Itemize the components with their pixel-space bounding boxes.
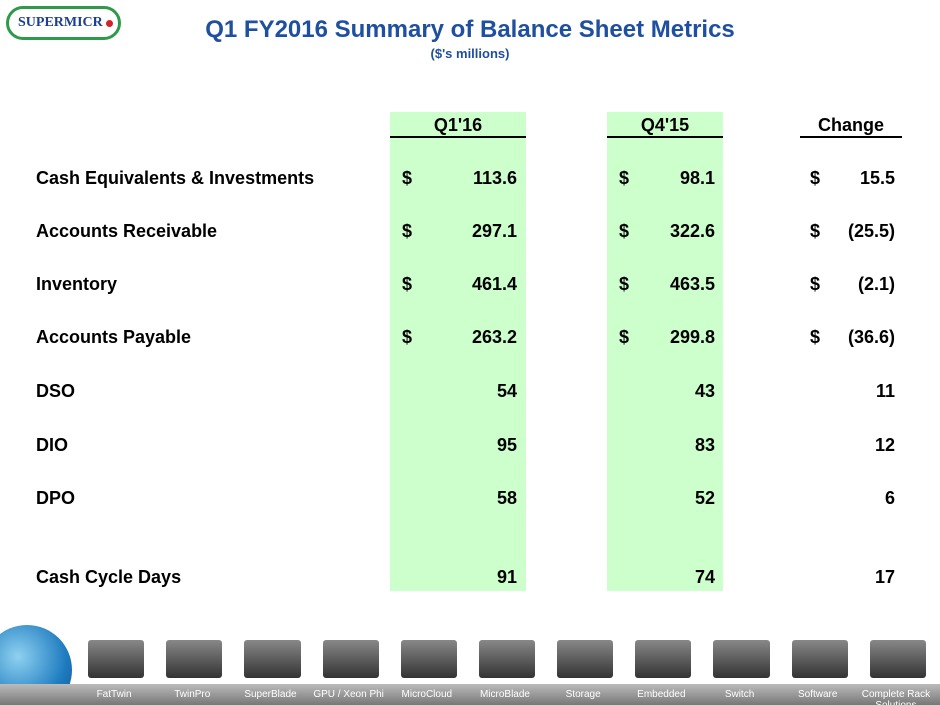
currency-symbol: $ bbox=[810, 327, 821, 347]
product-image bbox=[400, 640, 457, 678]
product-image bbox=[322, 640, 379, 678]
column-header: Change bbox=[800, 112, 902, 138]
row-label: Cash Cycle Days bbox=[36, 567, 182, 587]
logo-dot bbox=[106, 20, 113, 27]
row-label: DSO bbox=[36, 381, 76, 401]
product-image bbox=[557, 640, 614, 678]
currency-symbol: $ bbox=[402, 274, 413, 294]
cell-value: (25.5) bbox=[847, 221, 895, 241]
row-label: DPO bbox=[36, 488, 76, 508]
cell-value: 263.2 bbox=[471, 327, 517, 347]
logo: SUPERMICR bbox=[6, 6, 121, 40]
row-label: DIO bbox=[36, 435, 69, 455]
product-image bbox=[791, 640, 848, 678]
footer-band bbox=[0, 684, 940, 705]
product-label: Storage bbox=[565, 689, 601, 700]
cell-value: 95 bbox=[496, 435, 517, 455]
product-label: GPU / Xeon Phi bbox=[313, 689, 384, 700]
currency-symbol: $ bbox=[810, 274, 821, 294]
cell-value: 98.1 bbox=[679, 168, 715, 188]
row-label: Inventory bbox=[36, 274, 118, 294]
cell-value: 43 bbox=[694, 381, 715, 401]
product-label: Complete Rack Solutions bbox=[861, 689, 931, 705]
cell-value: 54 bbox=[496, 381, 517, 401]
product-label: MicroCloud bbox=[401, 689, 453, 700]
currency-symbol: $ bbox=[402, 168, 413, 188]
cell-value: 463.5 bbox=[669, 274, 715, 294]
cell-value: 15.5 bbox=[859, 168, 895, 188]
row-label: Accounts Receivable bbox=[36, 221, 218, 241]
product-label: SuperBlade bbox=[244, 689, 297, 700]
logo-text: SUPERMICR bbox=[18, 15, 103, 30]
cell-value: 83 bbox=[694, 435, 715, 455]
cell-value: 11 bbox=[875, 381, 895, 401]
product-label: Software bbox=[797, 689, 838, 700]
cell-value: 297.1 bbox=[471, 221, 517, 241]
product-image bbox=[88, 640, 145, 678]
column-highlight bbox=[390, 112, 526, 591]
cell-value: (36.6) bbox=[847, 327, 895, 347]
product-image bbox=[635, 640, 692, 678]
column-highlight bbox=[607, 112, 723, 591]
currency-symbol: $ bbox=[402, 221, 413, 241]
cell-value: 461.4 bbox=[471, 274, 517, 294]
title: Q1 FY2016 Summary of Balance Sheet Metri… bbox=[205, 16, 735, 43]
product-label: MicroBlade bbox=[479, 689, 530, 700]
product-label: Switch bbox=[724, 689, 755, 700]
column-header: Q4'15 bbox=[607, 112, 723, 138]
cell-value: 12 bbox=[874, 435, 895, 455]
currency-symbol: $ bbox=[402, 327, 413, 347]
cell-value: 17 bbox=[874, 567, 895, 587]
subtitle: ($'s millions) bbox=[430, 46, 510, 61]
cell-value: 91 bbox=[496, 567, 517, 587]
row-label: Cash Equivalents & Investments bbox=[36, 168, 315, 188]
currency-symbol: $ bbox=[619, 221, 630, 241]
row-label: Accounts Payable bbox=[36, 327, 192, 347]
product-image bbox=[713, 640, 770, 678]
currency-symbol: $ bbox=[619, 274, 630, 294]
product-label: FatTwin bbox=[96, 689, 132, 700]
product-image bbox=[166, 640, 223, 678]
currency-symbol: $ bbox=[810, 221, 821, 241]
product-image bbox=[869, 640, 926, 678]
cell-value: 52 bbox=[694, 488, 715, 508]
cell-value: 113.6 bbox=[472, 168, 517, 188]
product-image bbox=[244, 640, 301, 678]
product-label: Embedded bbox=[637, 689, 686, 700]
cell-value: 299.8 bbox=[669, 327, 715, 347]
cell-value: 6 bbox=[884, 488, 895, 508]
product-label: TwinPro bbox=[174, 689, 211, 700]
cell-value: 74 bbox=[694, 567, 715, 587]
currency-symbol: $ bbox=[810, 168, 821, 188]
cell-value: 58 bbox=[496, 488, 517, 508]
cell-value: 322.6 bbox=[669, 221, 715, 241]
product-image bbox=[478, 640, 536, 678]
cell-value: (2.1) bbox=[857, 274, 895, 294]
column-header: Q1'16 bbox=[390, 112, 526, 138]
currency-symbol: $ bbox=[619, 327, 630, 347]
currency-symbol: $ bbox=[619, 168, 630, 188]
